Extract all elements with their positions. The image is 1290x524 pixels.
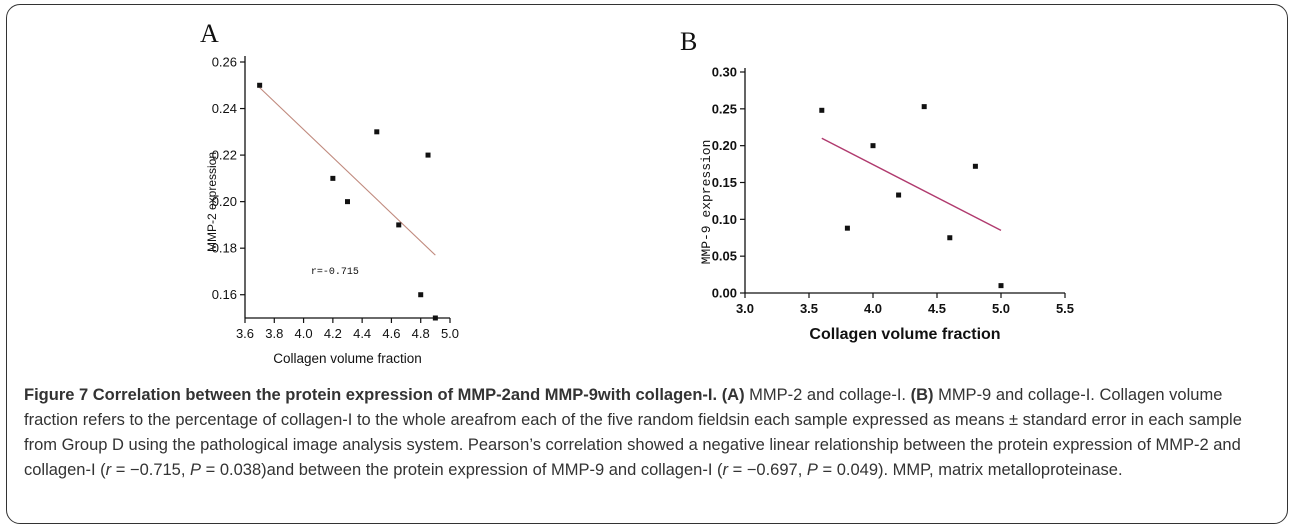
- fit-line-b: [821, 137, 1002, 232]
- data-point-a: [257, 82, 263, 88]
- y-tick-label-b: 0.30: [712, 65, 737, 80]
- y-tick-label-a: 0.18: [212, 241, 237, 256]
- x-tick-label-a: 5.0: [441, 326, 459, 341]
- data-point-b: [819, 107, 825, 113]
- y-tick-label-b: 0.10: [712, 212, 737, 227]
- y-axis-label-b: MMP-9 expression: [699, 140, 714, 265]
- data-point-a: [418, 292, 424, 298]
- x-tick-label-a: 4.2: [324, 326, 342, 341]
- chart-b: B MMP-9 expression Collagen volume fract…: [680, 27, 1074, 343]
- data-point-b: [921, 104, 927, 110]
- x-tick-label-a: 4.6: [382, 326, 400, 341]
- fit-line-a: [259, 87, 436, 256]
- caption-title: Figure 7 Correlation between the protein…: [24, 386, 718, 404]
- x-tick-label-a: 4.0: [295, 326, 313, 341]
- x-tick-label-b: 4.5: [928, 301, 946, 316]
- panel-label-a: A: [200, 19, 219, 48]
- figure-caption: Figure 7 Correlation between the protein…: [24, 383, 1274, 483]
- y-tick-label-b: 0.00: [712, 286, 737, 301]
- caption-label-b: (B): [910, 386, 934, 404]
- y-tick-label-b: 0.15: [712, 175, 737, 190]
- y-tick-label-b: 0.05: [712, 249, 737, 264]
- annotation-r-a: r=-0.715: [311, 267, 359, 278]
- data-point-b: [896, 192, 902, 198]
- chart-a: A MMP-2 expression Collagen volume fract…: [200, 19, 459, 366]
- data-point-a: [345, 199, 350, 205]
- data-point-b: [844, 225, 850, 231]
- caption-r2-symbol: r: [722, 461, 728, 479]
- data-point-a: [432, 315, 438, 321]
- x-axis-label-b: Collagen volume fraction: [809, 326, 1000, 343]
- data-point-a: [330, 175, 336, 181]
- panel-label-b: B: [680, 27, 697, 56]
- caption-r2-value: = −0.697,: [727, 461, 807, 479]
- y-tick-label-a: 0.20: [212, 194, 237, 209]
- x-axis-label-a: Collagen volume fraction: [273, 351, 422, 366]
- y-axis-label-a: MMP-2 expression: [205, 152, 219, 252]
- x-tick-label-b: 4.0: [864, 301, 882, 316]
- caption-label-a: (A): [721, 386, 745, 404]
- x-tick-label-a: 3.8: [265, 326, 283, 341]
- x-tick-label-a: 4.4: [353, 326, 371, 341]
- caption-r1-value: = −0.715,: [111, 461, 191, 479]
- caption-text-b: MMP-9 and collage-I. Collagen volume fra…: [24, 386, 1242, 479]
- x-tick-label-b: 3.5: [800, 301, 818, 316]
- data-point-b: [947, 235, 953, 241]
- caption-p1-value: = 0.038)and between the protein expressi…: [201, 461, 723, 479]
- y-tick-label-a: 0.16: [212, 287, 237, 302]
- caption-r1-symbol: r: [105, 461, 112, 479]
- caption-text-a: MMP-2 and collage-I.: [744, 386, 911, 404]
- y-tick-label-b: 0.25: [712, 101, 737, 116]
- data-point-b: [870, 143, 876, 149]
- data-point-a: [374, 129, 380, 135]
- data-point-a: [425, 152, 431, 158]
- x-tick-label-a: 4.8: [412, 326, 430, 341]
- data-point-b: [972, 163, 978, 169]
- y-tick-label-a: 0.22: [212, 148, 237, 163]
- x-tick-label-b: 3.0: [736, 301, 754, 316]
- x-tick-label-b: 5.0: [992, 301, 1010, 316]
- y-tick-label-a: 0.24: [212, 101, 237, 116]
- data-point-b: [998, 283, 1004, 289]
- caption-p1-symbol: P: [190, 461, 202, 479]
- y-tick-label-b: 0.20: [712, 138, 737, 153]
- x-tick-label-b: 5.5: [1056, 301, 1074, 316]
- x-tick-label-a: 3.6: [236, 326, 254, 341]
- caption-p2-value: = 0.049). MMP, matrix metalloproteinase.: [817, 461, 1123, 479]
- y-tick-label-a: 0.26: [212, 55, 237, 70]
- data-point-a: [396, 222, 402, 228]
- caption-p2-symbol: P: [806, 461, 818, 479]
